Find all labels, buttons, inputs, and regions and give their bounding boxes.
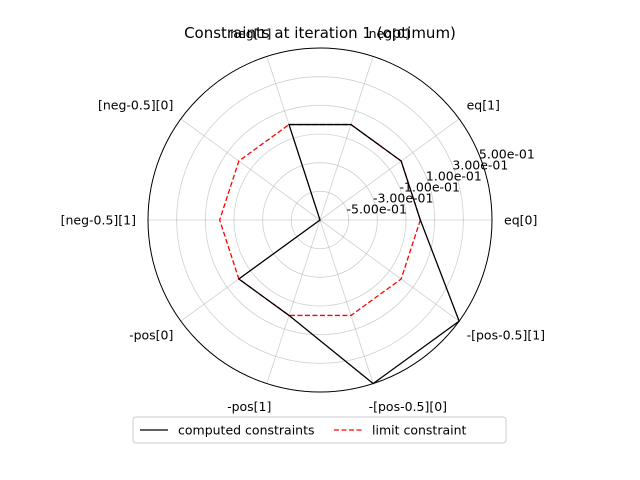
chart-title: Constraints at iteration 1 (optimum) — [184, 24, 456, 42]
series-line — [237, 123, 460, 385]
series-line — [218, 123, 421, 317]
category-label: -[pos-0.5][0] — [369, 399, 447, 414]
polar-frame — [147, 47, 493, 393]
grid-spoke — [266, 219, 321, 384]
category-label: -pos[1] — [227, 399, 271, 414]
category-label: [neg-0.5][1] — [61, 213, 136, 228]
legend: computed constraints limit constraint — [132, 416, 507, 444]
category-label: eq[1] — [467, 97, 500, 112]
grid-spoke — [319, 219, 460, 322]
grid-spoke — [319, 219, 374, 384]
radial-tick-label: -3.00e-01 — [373, 191, 433, 206]
grid-spoke — [180, 118, 321, 221]
category-label: [neg-0.5][0] — [98, 97, 173, 112]
legend-box — [132, 416, 507, 444]
radial-tick-label: -1.00e-01 — [400, 180, 460, 195]
series-lines — [218, 123, 460, 385]
radial-tick-labels: -5.00e-01-3.00e-01-1.00e-011.00e-013.00e… — [347, 147, 535, 217]
category-labels: eq[0] eq[1] neg[0] neg[1] [neg-0.5][0] [neg-0… — [61, 26, 545, 414]
radial-tick-label: 3.00e-01 — [452, 158, 508, 173]
grid-spoke — [319, 118, 460, 221]
category-label: neg[1] — [230, 26, 271, 41]
legend-label-computed: computed constraints — [178, 423, 315, 438]
category-label: neg[0] — [369, 26, 410, 41]
radial-tick-label: -5.00e-01 — [347, 202, 407, 217]
legend-label-limit: limit constraint — [372, 423, 467, 438]
category-label: eq[0] — [504, 213, 537, 228]
radial-tick-label: 5.00e-01 — [479, 147, 535, 162]
grid-spoke — [319, 56, 374, 221]
category-label: -pos[0] — [129, 328, 173, 343]
radial-tick-label: 1.00e-01 — [426, 169, 482, 184]
category-label: -[pos-0.5][1] — [467, 328, 545, 343]
